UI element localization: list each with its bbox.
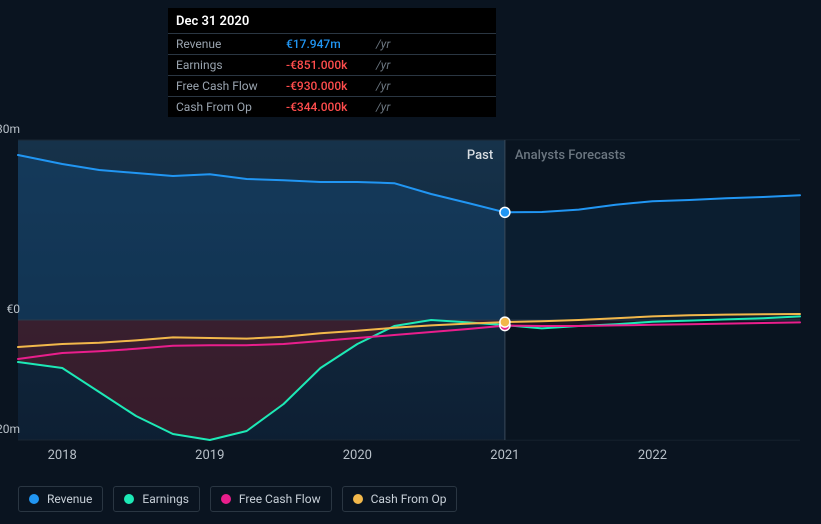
tooltip-row-value: -€930.000k [278,76,368,97]
tooltip-row: Earnings -€851.000k /yr [168,55,496,76]
x-axis-label: 2018 [32,448,92,463]
tooltip-row-label: Revenue [168,34,278,55]
tooltip-row-label: Earnings [168,55,278,76]
y-axis-label: €0 [0,302,20,316]
x-axis-label: 2020 [327,448,387,463]
legend-item-revenue[interactable]: Revenue [18,486,103,512]
financials-chart: €30m €0 -€20m 2018 2019 2020 2021 2022 P… [0,0,821,524]
tooltip-row-value: -€851.000k [278,55,368,76]
legend-label: Free Cash Flow [239,492,321,506]
x-axis-label: 2021 [475,448,535,463]
legend-dot-icon [124,494,134,504]
tooltip-date: Dec 31 2020 [168,8,496,33]
legend-label: Earnings [142,492,189,506]
legend-dot-icon [353,494,363,504]
tooltip-row-value: €17.947m [278,34,368,55]
legend-label: Cash From Op [371,492,447,506]
hover-tooltip: Dec 31 2020 Revenue €17.947m /yr Earning… [168,8,496,117]
tooltip-row-unit: /yr [368,76,496,97]
legend-dot-icon [29,494,39,504]
y-axis-label: €30m [0,122,20,136]
tooltip-row-unit: /yr [368,55,496,76]
tooltip-row: Free Cash Flow -€930.000k /yr [168,76,496,97]
region-label-future: Analysts Forecasts [515,148,626,163]
legend-item-cfo[interactable]: Cash From Op [342,486,458,512]
tooltip-row-label: Cash From Op [168,97,278,118]
tooltip-row-value: -€344.000k [278,97,368,118]
x-axis-label: 2019 [180,448,240,463]
legend: Revenue Earnings Free Cash Flow Cash Fro… [18,486,457,512]
tooltip-row-unit: /yr [368,34,496,55]
tooltip-row: Cash From Op -€344.000k /yr [168,97,496,118]
legend-item-earnings[interactable]: Earnings [113,486,200,512]
tooltip-row-label: Free Cash Flow [168,76,278,97]
tooltip-row-unit: /yr [368,97,496,118]
legend-dot-icon [221,494,231,504]
tooltip-row: Revenue €17.947m /yr [168,34,496,55]
y-axis-label: -€20m [0,422,20,436]
region-label-past: Past [467,148,493,163]
x-axis-label: 2022 [622,448,682,463]
legend-item-fcf[interactable]: Free Cash Flow [210,486,332,512]
legend-label: Revenue [47,492,92,506]
